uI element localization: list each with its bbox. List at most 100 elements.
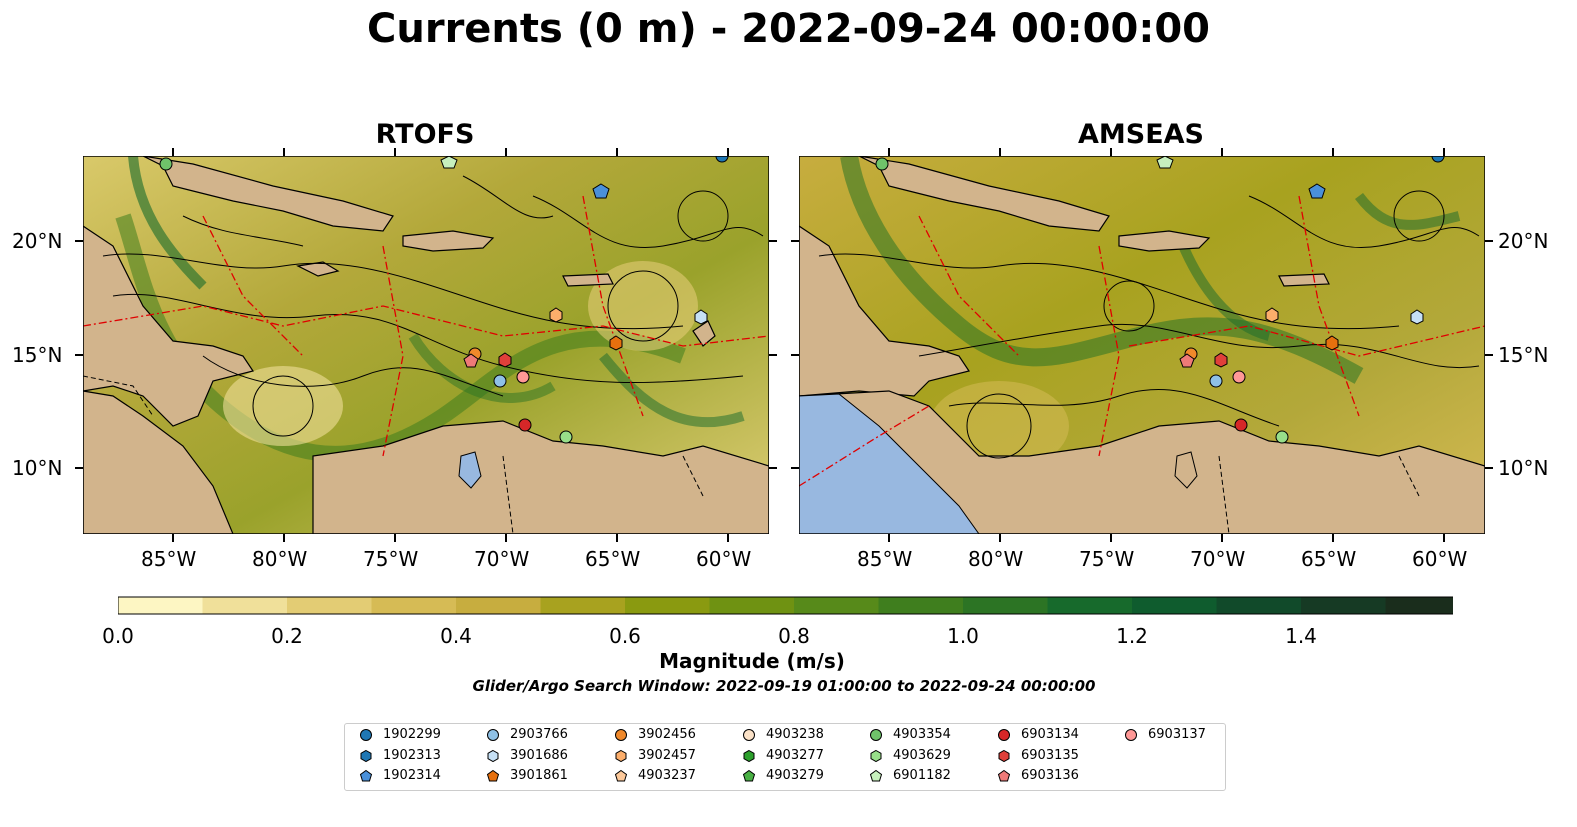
- legend-item-label: 4903354: [893, 727, 951, 742]
- search-window-caption: Glider/Argo Search Window: 2022-09-19 01…: [472, 677, 1096, 695]
- legend-item: 1902299: [359, 727, 441, 742]
- legend-hexagon-marker-icon: [487, 749, 499, 762]
- lon-tick-label: 60°W: [696, 547, 752, 571]
- legend-pentagon-marker-icon: [486, 769, 500, 781]
- legend-pentagon-marker-icon: [869, 769, 883, 781]
- colorbar-segment: [287, 597, 372, 614]
- map-rtofs: [83, 156, 769, 534]
- legend-item: 2903766: [486, 727, 568, 742]
- colorbar-tick-label: 0.0: [102, 624, 134, 648]
- lat-tick-label: 10°N: [1498, 456, 1549, 480]
- legend-item: 6903136: [997, 768, 1079, 783]
- legend-item: 3902456: [614, 727, 696, 742]
- colorbar-segment: [1385, 597, 1453, 614]
- colorbar-segment: [371, 597, 457, 614]
- legend-item-label: 4903237: [638, 768, 696, 783]
- legend-item-label: 4903238: [766, 727, 824, 742]
- legend-item-label: 4903279: [766, 768, 824, 783]
- colorbar-segment: [963, 597, 1048, 614]
- lon-tick-label: 75°W: [1079, 547, 1135, 571]
- colorbar-segment: [118, 597, 203, 614]
- colorbar-tick-label: 1.2: [1116, 624, 1148, 648]
- colorbar-segment: [709, 597, 795, 614]
- colorbar-segment: [794, 597, 879, 614]
- legend-hexagon-marker-icon: [743, 749, 755, 762]
- legend-circle-marker-icon: [1125, 728, 1137, 741]
- colorbar-tick-label: 1.4: [1285, 624, 1317, 648]
- colorbar-segment: [202, 597, 288, 614]
- legend-item: 3901686: [486, 748, 568, 763]
- legend-item: 3901861: [486, 768, 568, 783]
- lat-tick-label: 20°N: [1498, 229, 1549, 253]
- legend-hexagon-marker-icon: [998, 749, 1010, 762]
- colorbar-segment: [1047, 597, 1133, 614]
- colorbar: [118, 596, 1453, 615]
- legend-item-label: 6903134: [1021, 727, 1079, 742]
- legend-pentagon-marker-icon: [742, 769, 756, 781]
- legend-item: 6903134: [997, 727, 1079, 742]
- lon-tick-label: 80°W: [968, 547, 1024, 571]
- lon-tick-label: 60°W: [1412, 547, 1468, 571]
- lat-tick-label: 20°N: [12, 229, 63, 253]
- legend-circle-marker-icon: [998, 728, 1010, 741]
- legend-item-label: 1902314: [383, 768, 441, 783]
- legend-item: 4903237: [614, 768, 696, 783]
- legend-item-label: 6903137: [1148, 727, 1206, 742]
- lat-tick-label: 10°N: [12, 456, 63, 480]
- legend: 1902299 1902313 1902314 2903766 3901686 39018…: [344, 723, 1226, 791]
- legend-circle-marker-icon: [870, 728, 882, 741]
- lon-tick-label: 65°W: [585, 547, 641, 571]
- legend-item-label: 3901686: [510, 748, 568, 763]
- legend-item: 3902457: [614, 748, 696, 763]
- legend-item: 6901182: [869, 768, 951, 783]
- legend-item: 1902314: [359, 768, 441, 783]
- colorbar-segment: [1132, 597, 1217, 614]
- colorbar-segment: [540, 597, 626, 614]
- colorbar-tick-label: 0.8: [778, 624, 810, 648]
- legend-item-label: 4903629: [893, 748, 951, 763]
- colorbar-tick-label: 0.2: [271, 624, 303, 648]
- lat-tick-label: 15°N: [12, 343, 63, 367]
- legend-item-label: 4903277: [766, 748, 824, 763]
- legend-pentagon-marker-icon: [997, 769, 1011, 781]
- legend-item: 1902313: [359, 748, 441, 763]
- legend-item-label: 2903766: [510, 727, 568, 742]
- legend-item: 4903238: [742, 727, 824, 742]
- legend-hexagon-marker-icon: [870, 749, 882, 762]
- colorbar-outline: [118, 596, 1453, 615]
- lon-tick-label: 85°W: [857, 547, 913, 571]
- legend-hexagon-marker-icon: [360, 749, 372, 762]
- lon-tick-label: 70°W: [1190, 547, 1246, 571]
- legend-item-label: 6903135: [1021, 748, 1079, 763]
- colorbar-tick-label: 0.6: [609, 624, 641, 648]
- legend-circle-marker-icon: [360, 728, 372, 741]
- legend-item: 4903279: [742, 768, 824, 783]
- legend-item-label: 6901182: [893, 768, 951, 783]
- legend-item-label: 1902299: [383, 727, 441, 742]
- lat-tick-label: 15°N: [1498, 343, 1549, 367]
- colorbar-label: Magnitude (m/s): [659, 649, 845, 673]
- lon-tick-label: 70°W: [474, 547, 530, 571]
- colorbar-tick-label: 0.4: [440, 624, 472, 648]
- panel-title-rtofs: RTOFS: [375, 119, 475, 150]
- colorbar-segment: [625, 597, 710, 614]
- legend-item: 4903277: [742, 748, 824, 763]
- legend-circle-marker-icon: [743, 728, 755, 741]
- legend-item-label: 1902313: [383, 748, 441, 763]
- colorbar-segment: [456, 597, 541, 614]
- legend-circle-marker-icon: [615, 728, 627, 741]
- legend-item-label: 3902457: [638, 748, 696, 763]
- map-ticks: [75, 148, 1493, 542]
- legend-pentagon-marker-icon: [614, 769, 628, 781]
- legend-item: 4903629: [869, 748, 951, 763]
- legend-pentagon-marker-icon: [359, 769, 373, 781]
- legend-item: 4903354: [869, 727, 951, 742]
- legend-item-label: 3902456: [638, 727, 696, 742]
- map-amseas: [799, 156, 1485, 534]
- legend-item-label: 6903136: [1021, 768, 1079, 783]
- colorbar-segment: [878, 597, 964, 614]
- lon-tick-label: 80°W: [252, 547, 308, 571]
- colorbar-segment: [1216, 597, 1302, 614]
- colorbar-tick-label: 1.0: [947, 624, 979, 648]
- legend-hexagon-marker-icon: [615, 749, 627, 762]
